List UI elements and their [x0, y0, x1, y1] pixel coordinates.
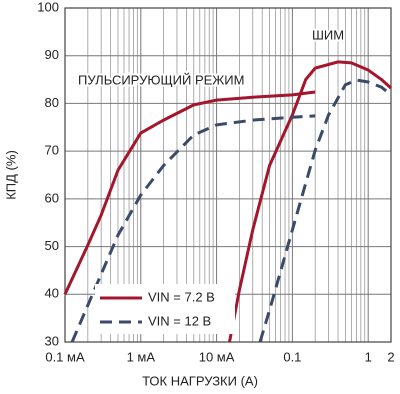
x-tick-label: 0.1 мА [45, 349, 85, 364]
y-tick-label: 80 [45, 95, 59, 110]
plot-frame [64, 7, 392, 343]
y-tick-label: 90 [45, 47, 59, 62]
annotation: ШИМ [312, 27, 344, 42]
legend-label: VIN = 12 В [148, 313, 211, 328]
annotation: ПУЛЬСИРУЮЩИЙ РЕЖИМ [78, 72, 244, 87]
y-tick-label: 100 [37, 0, 59, 14]
y-tick-label: 30 [45, 333, 59, 348]
legend: VIN = 7.2 В VIN = 12 В [95, 284, 235, 334]
y-tick-label: 40 [45, 286, 59, 301]
data-line [70, 78, 392, 343]
y-axis-label: КПД (%) [3, 150, 18, 200]
y-tick-label: 60 [45, 190, 59, 205]
legend-box [95, 284, 235, 334]
x-tick-label: 0.1 [283, 349, 301, 364]
legend-label: VIN = 7.2 В [148, 289, 215, 304]
data-line [63, 60, 393, 343]
y-tick-label: 70 [45, 143, 59, 158]
x-tick-label: 1 [365, 349, 372, 364]
x-tick-label: 2 [387, 349, 394, 364]
y-tick-label: 50 [45, 238, 59, 253]
x-axis-label: ТОК НАГРУЗКИ (А) [142, 373, 258, 388]
x-tick-label: 10 мА [199, 349, 235, 364]
x-tick-label: 1 мА [127, 349, 156, 364]
